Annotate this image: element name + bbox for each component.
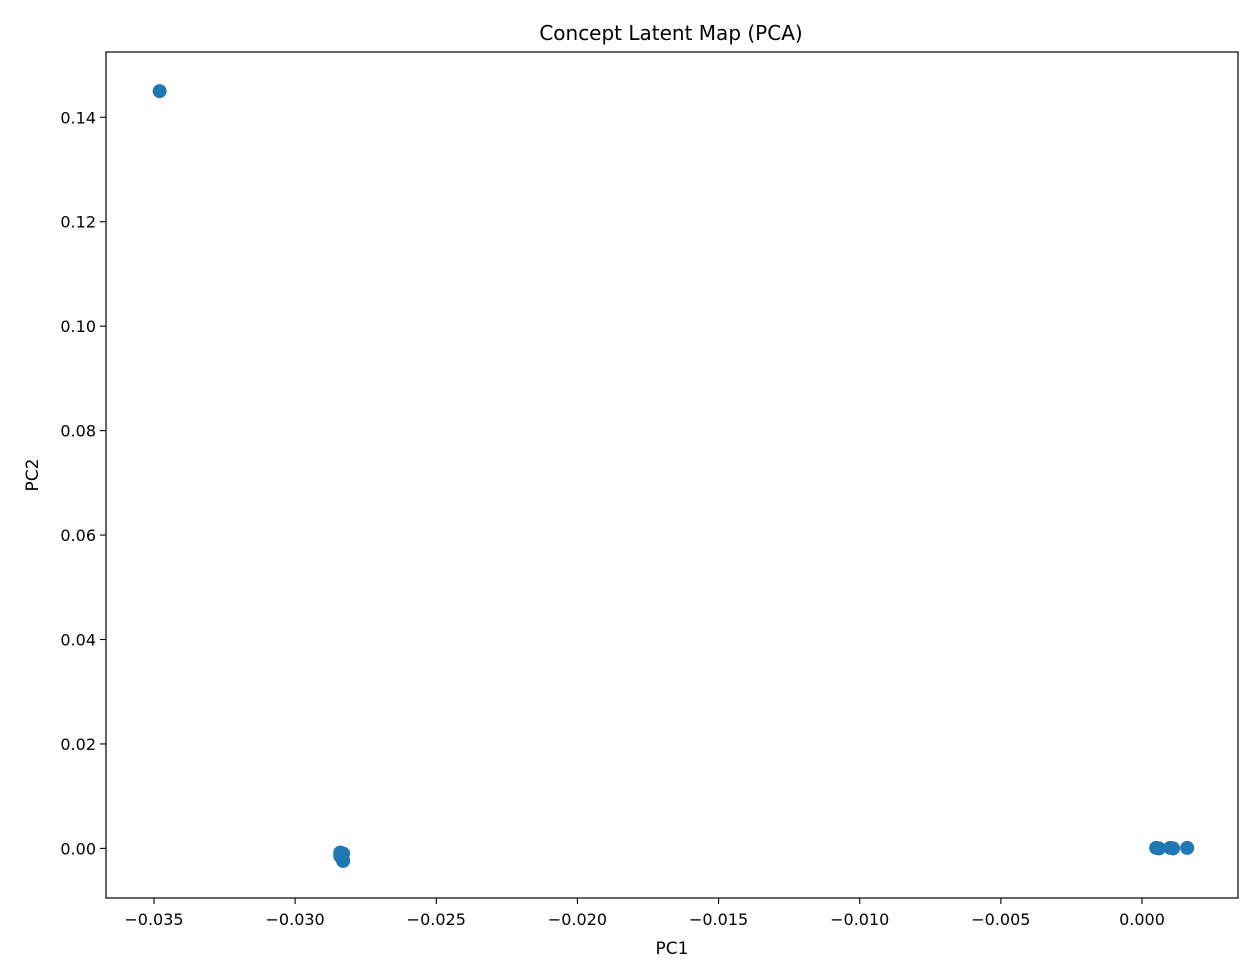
x-tick-label-0: −0.035 <box>124 910 183 929</box>
x-axis: −0.035 −0.030 −0.025 −0.020 −0.015 −0.010 −0.0… <box>124 898 1165 929</box>
y-tick-label-5: 0.10 <box>60 317 96 336</box>
x-tick-label-3: −0.020 <box>548 910 607 929</box>
x-tick-label-2: −0.025 <box>407 910 466 929</box>
x-tick-label-7: 0.000 <box>1119 910 1165 929</box>
y-tick-label-3: 0.06 <box>60 526 96 545</box>
x-axis-label: PC1 <box>656 939 689 959</box>
points-layer <box>152 84 1195 868</box>
chart-title: Concept Latent Map (PCA) <box>539 21 802 45</box>
x-tick-label-5: −0.010 <box>830 910 889 929</box>
data-point-5 <box>336 853 351 868</box>
y-axis-label: PC2 <box>23 459 43 492</box>
data-point-9 <box>1166 841 1181 856</box>
x-tick-label-1: −0.030 <box>266 910 325 929</box>
y-axis: 0.00 0.02 0.04 0.06 0.08 0.10 0.12 0.14 <box>60 108 106 858</box>
y-tick-label-1: 0.02 <box>60 735 96 754</box>
plot-frame <box>105 51 1239 899</box>
y-tick-label-0: 0.00 <box>60 839 96 858</box>
y-tick-label-4: 0.08 <box>60 422 96 441</box>
y-tick-label-2: 0.04 <box>60 631 96 650</box>
data-point-10 <box>1180 840 1195 855</box>
data-point-7 <box>1151 841 1166 856</box>
x-tick-label-4: −0.015 <box>689 910 748 929</box>
x-tick-label-6: −0.005 <box>971 910 1030 929</box>
y-tick-label-7: 0.14 <box>60 108 96 127</box>
y-tick-label-6: 0.12 <box>60 213 96 232</box>
data-point-0 <box>152 84 167 99</box>
